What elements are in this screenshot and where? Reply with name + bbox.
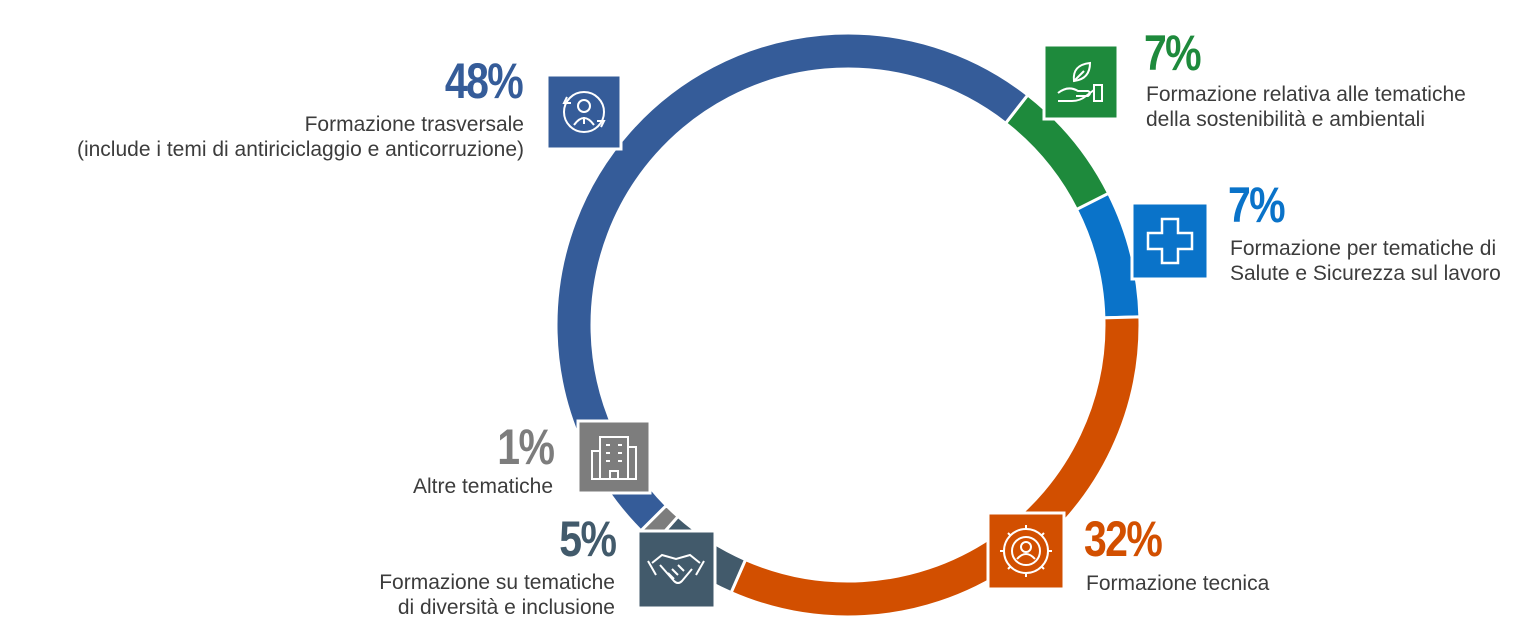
- gear-person-icon: [986, 511, 1066, 591]
- handshake-icon: [636, 529, 717, 610]
- category-label-tecnica: Formazione tecnica: [1086, 572, 1270, 595]
- value-label-altre: 1%: [497, 419, 555, 475]
- person-cycle-icon: [545, 73, 623, 151]
- medical-cross-icon: [1130, 201, 1210, 281]
- category-label-altre: Altre tematiche: [412, 475, 553, 498]
- value-label-salute: 7%: [1228, 177, 1286, 233]
- value-label-trasversale: 48%: [444, 53, 524, 109]
- building-icon: [576, 419, 652, 495]
- category-label-salute: Formazione per tematiche di Salute e Sic…: [1230, 237, 1501, 285]
- leaf-hand-icon: [1042, 43, 1120, 121]
- value-label-tecnica: 32%: [1084, 511, 1163, 567]
- value-label-diversita: 5%: [559, 511, 617, 567]
- slice-7pct-2: [1074, 191, 1142, 320]
- category-label-diversita: Formazione su tematiche di diversità e i…: [379, 571, 615, 619]
- slice-32pct-3: [729, 315, 1142, 619]
- category-label-sostenibilita: Formazione relativa alle tematiche della…: [1146, 83, 1466, 131]
- value-label-sostenibilita: 7%: [1144, 25, 1202, 81]
- category-label-trasversale: Formazione trasversale (include i temi d…: [76, 113, 524, 161]
